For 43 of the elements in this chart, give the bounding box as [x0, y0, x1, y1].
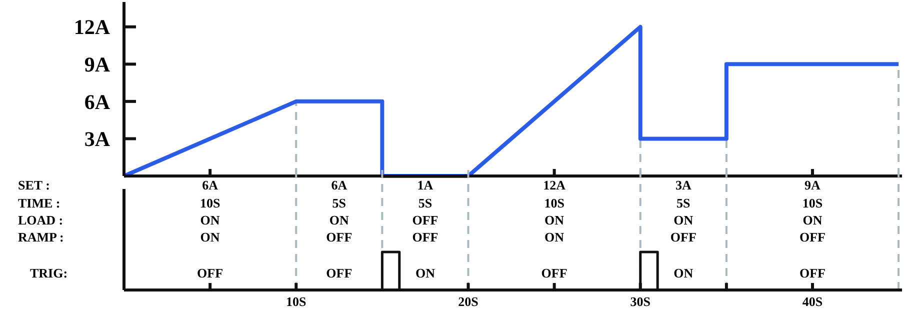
text: OFF: [197, 266, 224, 281]
text: 10S: [544, 196, 564, 211]
text: ON: [200, 212, 220, 228]
text: OFF: [541, 266, 568, 281]
text: OFF: [326, 230, 352, 245]
text: 5S: [332, 196, 346, 211]
x-tick-label: 20S: [458, 294, 478, 309]
category-label: TIME :: [18, 196, 60, 211]
text: ON: [200, 230, 220, 245]
category-label: RAMP :: [18, 230, 64, 245]
category-label: SET :: [18, 178, 50, 193]
text: 5S: [676, 196, 690, 211]
text: 10S: [200, 196, 220, 211]
text: 12A: [543, 178, 566, 193]
text: 9A: [804, 178, 820, 193]
text: OFF: [412, 212, 438, 228]
text: OFF: [412, 230, 438, 245]
text: 6A: [331, 178, 348, 193]
text: ON: [544, 212, 564, 228]
y-tick-label: 12A: [74, 15, 111, 40]
text: 6A: [202, 178, 218, 193]
category-label: TRIG:: [30, 266, 68, 281]
x-tick-label: 40S: [802, 294, 823, 309]
x-tick-label: 30S: [630, 294, 650, 309]
text: ON: [802, 212, 822, 228]
text: OFF: [326, 266, 352, 281]
text: 5S: [418, 196, 432, 211]
text: OFF: [799, 230, 826, 245]
text: ON: [415, 266, 435, 281]
x-tick-label: 10S: [286, 294, 306, 309]
y-tick-label: 3A: [84, 127, 111, 152]
text: ON: [544, 230, 564, 245]
text: 1A: [417, 178, 434, 193]
text: ON: [329, 212, 349, 228]
category-label: LOAD :: [18, 212, 64, 228]
text: 3A: [675, 178, 692, 193]
text: ON: [674, 212, 694, 228]
text: 10S: [802, 196, 823, 211]
y-tick-label: 6A: [84, 90, 111, 114]
text: ON: [674, 266, 694, 281]
y-tick-label: 9A: [84, 52, 111, 76]
text: OFF: [799, 266, 826, 281]
text: OFF: [670, 230, 696, 245]
